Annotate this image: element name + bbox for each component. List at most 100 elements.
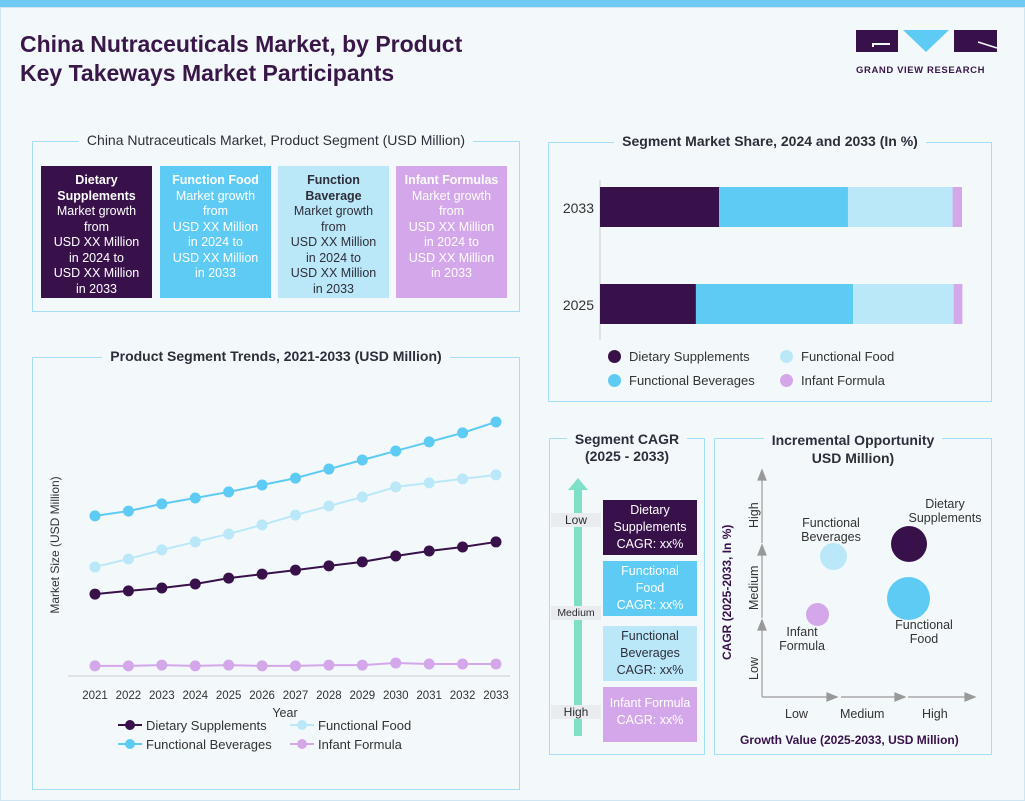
- data-point: [89, 660, 101, 672]
- legend-line-icon: [290, 720, 314, 730]
- product-segment-title: China Nutraceuticals Market, Product Seg…: [78, 132, 474, 148]
- data-point: [457, 473, 469, 485]
- legend-item-functional-food: Functional Food: [780, 349, 894, 364]
- bar-segment: [600, 284, 696, 324]
- top-accent-bar: [0, 0, 1025, 7]
- cagr-box-functional-beverages: Functional Beverages CAGR: xx%: [603, 626, 697, 681]
- data-point: [290, 660, 301, 672]
- data-point: [89, 561, 101, 573]
- x-tick-label: 2027: [283, 690, 309, 702]
- incremental-opportunity-panel: Incremental Opportunity USD Million): [714, 432, 992, 755]
- data-point: [390, 657, 402, 669]
- segment-cagr-panel: Segment CAGR (2025 - 2033): [549, 431, 705, 755]
- bar-segment: [952, 187, 962, 227]
- legend-dot-icon: [780, 374, 793, 387]
- data-point: [223, 572, 235, 584]
- logo-text: GRAND VIEW RESEARCH: [856, 65, 986, 76]
- data-point: [490, 536, 502, 548]
- data-point: [223, 528, 235, 540]
- data-point: [256, 568, 268, 580]
- data-point: [356, 659, 368, 671]
- data-point: [89, 588, 101, 600]
- bubble-label-infant: Infant Formula: [779, 625, 825, 653]
- x-level-low: Low: [785, 707, 808, 721]
- cagr-title-line-2: (2025 - 2033): [584, 448, 670, 464]
- trends-line-chart: 2021 2022 2023 2024 2025 2026 2027 2028 2029 2030…: [48, 416, 510, 720]
- data-point: [423, 436, 435, 448]
- data-point: [122, 585, 134, 597]
- data-point: [223, 486, 235, 498]
- data-point: [323, 659, 335, 671]
- legend-line-icon: [118, 739, 142, 749]
- legend-item-dietary: Dietary Supplements: [608, 349, 750, 364]
- data-point: [290, 564, 301, 576]
- data-point: [390, 481, 402, 493]
- data-point: [490, 658, 502, 670]
- bar-segment: [695, 284, 854, 324]
- bubble-functional-food: [887, 577, 930, 620]
- x-tick-label: 2023: [149, 690, 175, 702]
- legend-dot-icon: [608, 374, 621, 387]
- data-point: [390, 550, 402, 562]
- trends-title: Product Segment Trends, 2021-2033 (USD M…: [102, 348, 450, 364]
- opportunity-title-line-1: Incremental Opportunity: [763, 432, 943, 448]
- x-tick-label: 2024: [182, 690, 208, 702]
- y-tick-label: 2033: [563, 200, 594, 216]
- market-share-bar-chart: 2033 2025: [563, 180, 963, 340]
- y-axis-title: Market Size (USD Million): [48, 476, 62, 613]
- logo-mark-icon: [856, 30, 998, 52]
- x-level-high: High: [922, 707, 948, 721]
- data-point: [356, 454, 368, 466]
- data-point: [156, 498, 168, 510]
- legend-item-functional-food: Functional Food: [290, 718, 411, 733]
- cagr-level-high: High: [551, 705, 601, 719]
- data-point: [323, 500, 335, 512]
- data-point: [423, 545, 435, 557]
- bar-segment: [600, 187, 720, 227]
- title-line-2: Key Takeways Market Participants: [20, 60, 395, 86]
- y-level-high: High: [747, 502, 761, 528]
- data-point: [423, 477, 435, 489]
- legend-line-icon: [118, 720, 142, 730]
- market-share-panel: Segment Market Share, 2024 and 2033 (In …: [548, 133, 992, 402]
- data-point: [323, 463, 335, 475]
- bubble-infant: [806, 603, 829, 626]
- x-level-medium: Medium: [840, 707, 885, 721]
- data-point: [256, 479, 268, 491]
- x-tick-label: 2031: [416, 690, 442, 702]
- x-tick-label: 2026: [249, 690, 275, 702]
- data-point: [457, 658, 469, 670]
- x-tick-label: 2028: [316, 690, 342, 702]
- cagr-level-low: Low: [551, 513, 601, 527]
- data-point: [290, 472, 301, 484]
- opportunity-axes: [757, 468, 977, 702]
- cagr-level-medium: Medium: [551, 606, 601, 620]
- x-tick-label: 2032: [450, 690, 476, 702]
- cagr-title-line-1: Segment CAGR: [566, 431, 688, 447]
- legend-item-dietary: Dietary Supplements: [118, 718, 267, 733]
- series-line: [94, 421, 497, 517]
- x-tick-label: 2030: [383, 690, 409, 702]
- data-point: [356, 491, 368, 503]
- data-point: [356, 556, 368, 568]
- bubble-dietary: [891, 526, 927, 562]
- cagr-box-functional-food: Functional Food CAGR: xx%: [603, 561, 697, 616]
- legend-item-functional-beverages: Functional Beverages: [608, 373, 755, 388]
- series-line: [94, 473, 497, 568]
- y-tick-label: 2025: [563, 297, 594, 313]
- opportunity-title-line-2: USD Million): [811, 450, 895, 466]
- segment-box-function-beverage: Function Baverage Market growth from USD XX…: [278, 166, 389, 298]
- data-point: [423, 658, 435, 670]
- legend-item-functional-beverages: Functional Beverages: [118, 737, 272, 752]
- y-level-medium: Medium: [747, 565, 761, 610]
- y-level-low: Low: [747, 657, 761, 680]
- segment-box-function-food: Function Food Market growth from USD XX Mil…: [160, 166, 271, 298]
- bubble-label-functional-beverages: Functional Beverages: [801, 516, 861, 544]
- data-point: [390, 445, 402, 457]
- data-point: [189, 660, 201, 672]
- bubble-label-functional-food: Functional Food: [895, 618, 953, 646]
- x-tick-label: 2025: [216, 690, 242, 702]
- bubble-label-dietary: Dietary Supplements: [908, 497, 982, 525]
- bar-segment: [853, 284, 954, 324]
- data-point: [122, 660, 134, 672]
